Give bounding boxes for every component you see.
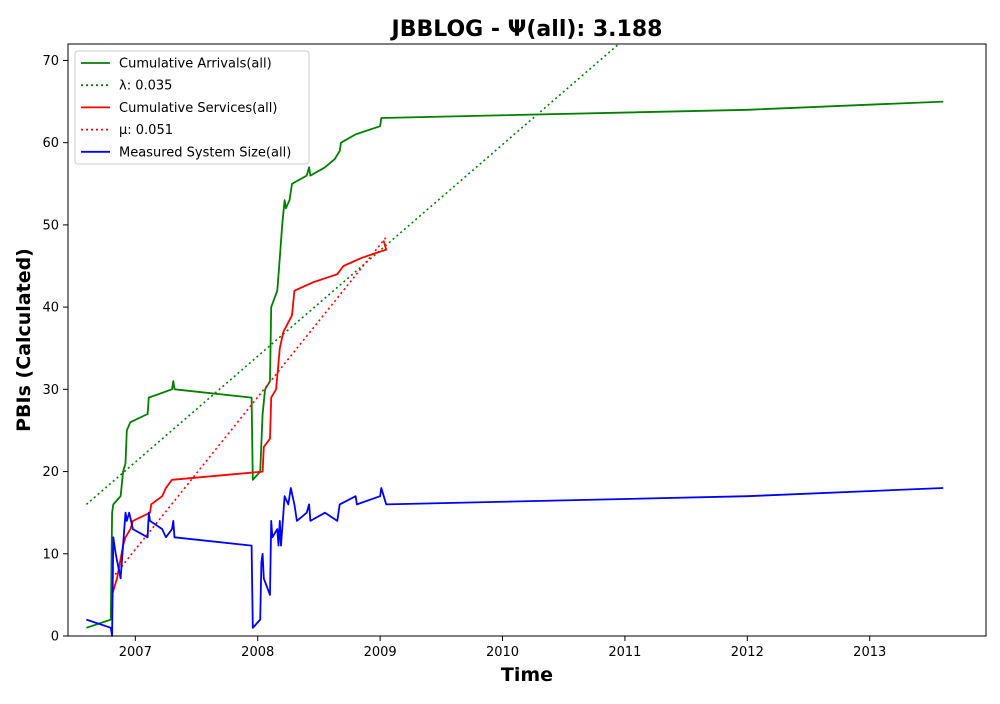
legend-label-0-035: λ: 0.035 [119,79,172,94]
series-line-1 [85,43,620,506]
legend-label-measured-system-size-all: Measured System Size(all) [119,145,291,160]
y-tick-label-50: 50 [42,218,59,233]
axis-ticks: 2007 2008 2009 2010 2011 2012 2013 0 10 20 30 40 50 6… [42,54,886,660]
series-line-0 [86,100,944,629]
y-tick-label-30: 30 [42,383,59,398]
legend-label-cumulative-arrivals-all: Cumulative Arrivals(all) [119,57,272,72]
y-tick-label-40: 40 [42,301,59,316]
y-tick-label-70: 70 [42,54,59,69]
x-tick-label-2013: 2013 [853,645,886,660]
legend-label-cumulative-services-all: Cumulative Services(all) [119,101,277,116]
x-tick-label-2007: 2007 [119,645,152,660]
series-line-4 [86,487,944,637]
y-tick-label-20: 20 [42,465,59,480]
x-axis-label: Time [501,664,553,686]
x-tick-label-2012: 2012 [731,645,764,660]
x-tick-label-2011: 2011 [608,645,641,660]
x-tick-label-2009: 2009 [364,645,397,660]
y-tick-label-10: 10 [42,547,59,562]
legend-box [74,50,310,165]
plot-frame [67,43,987,637]
legend-label-0-051: μ: 0.051 [119,123,173,138]
series-line-2 [111,240,388,596]
y-tick-label-0: 0 [51,630,59,645]
x-tick-label-2008: 2008 [241,645,274,660]
plot-lines [85,43,944,637]
y-axis-label: PBIs (Calculated) [13,248,35,432]
chart-title: JBBLOG - Ψ(all): 3.188 [390,17,663,42]
y-tick-label-60: 60 [42,136,59,151]
series-line-3 [111,236,387,579]
x-tick-label-2010: 2010 [486,645,519,660]
legend: Cumulative Arrivals(all) λ: 0.035 Cumulati… [74,50,310,165]
